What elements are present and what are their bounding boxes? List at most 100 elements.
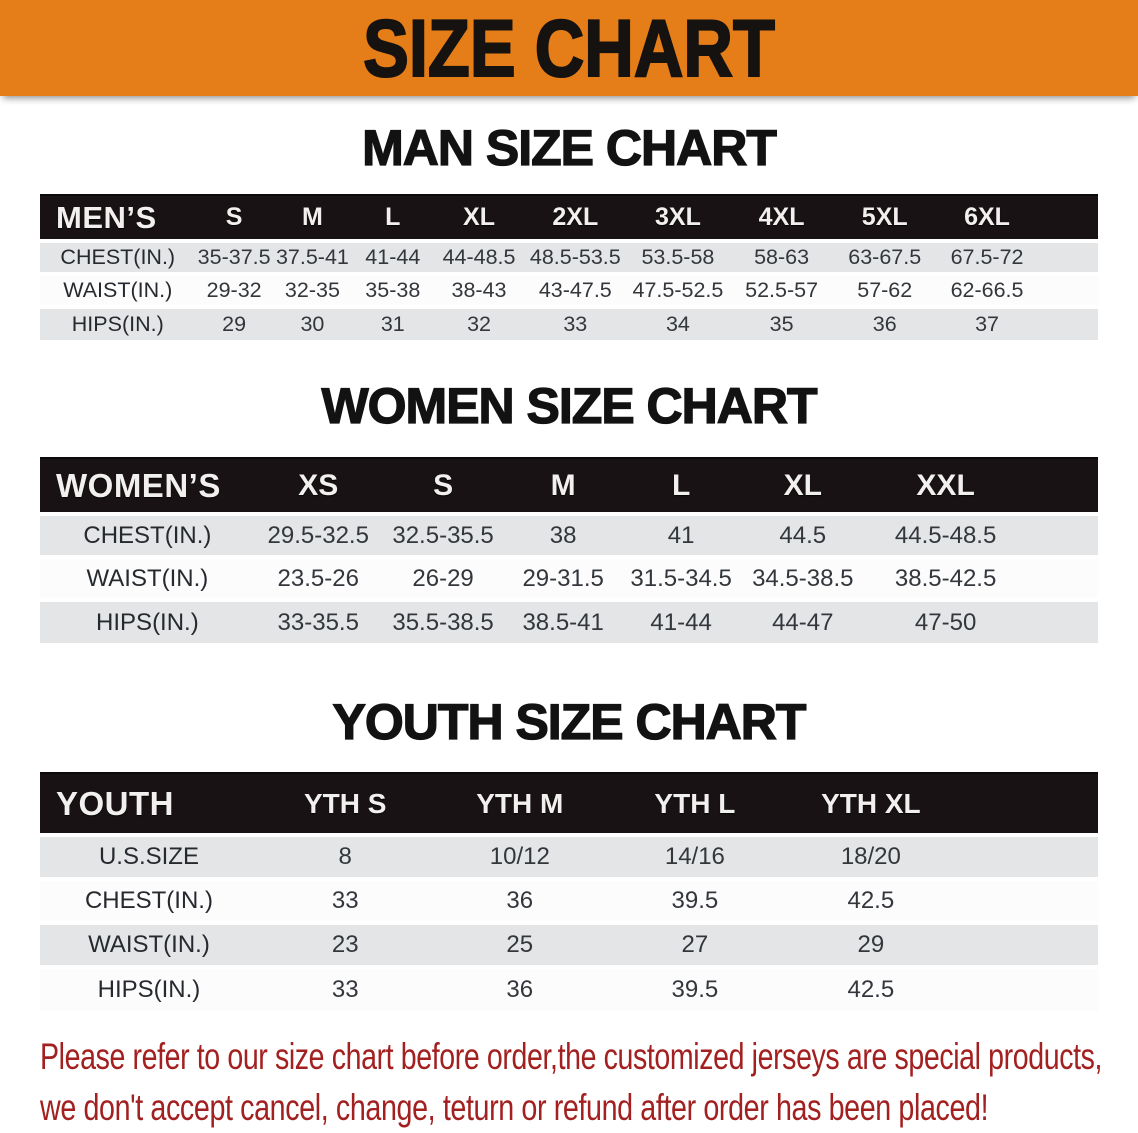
size-value-cell: 14/16 <box>607 833 783 879</box>
size-value-cell: 32 <box>433 305 525 340</box>
disclaimer: Please refer to our size chart before or… <box>40 1031 1102 1133</box>
women-size-section: WOMEN SIZE CHART WOMEN’S XS S M L XL XXL CHEST(… <box>0 378 1138 643</box>
size-value-cell: 32.5-35.5 <box>381 512 505 557</box>
size-column-header: YTH S <box>257 772 433 836</box>
size-value-cell: 36 <box>833 305 937 340</box>
size-value-cell: 29.5-32.5 <box>254 512 382 557</box>
table-corner-label: YOUTH <box>40 772 258 836</box>
size-value-cell: 25 <box>432 921 608 967</box>
man-size-section: MAN SIZE CHART MEN’S S M L XL 2XL 3XL 4XL 5XL 6XL… <box>0 120 1138 340</box>
size-value-cell: 18/20 <box>782 833 1098 879</box>
size-column-header: 2XL <box>524 194 627 242</box>
size-value-cell: 39.5 <box>607 877 783 923</box>
size-value-cell: 36 <box>432 877 608 923</box>
size-table: MEN’S S M L XL 2XL 3XL 4XL 5XL 6XL CHEST(IN.) 35-37… <box>40 194 1098 340</box>
size-column-header: XXL <box>865 457 1098 515</box>
size-value-cell: 30 <box>272 305 353 340</box>
size-value-cell: 41 <box>621 512 741 557</box>
man-size-table-wrap: MEN’S S M L XL 2XL 3XL 4XL 5XL 6XL CHEST(IN.) 35-37… <box>40 194 1098 340</box>
size-value-cell: 52.5-57 <box>729 272 834 307</box>
size-value-cell: 35 <box>729 305 834 340</box>
size-value-cell: 29 <box>195 305 273 340</box>
table-corner-label: WOMEN’S <box>40 457 255 515</box>
row-label: WAIST(IN.) <box>40 272 196 307</box>
row-label: WAIST(IN.) <box>40 555 255 600</box>
table-row: WAIST(IN.) 23.5-26 26-29 29-31.5 31.5-34.5 34… <box>40 555 1098 600</box>
size-column-header: S <box>195 194 273 242</box>
size-column-header: YTH M <box>432 772 608 836</box>
size-column-header: 3XL <box>626 194 730 242</box>
table-row: U.S.SIZE 8 10/12 14/16 18/20 <box>40 833 1098 879</box>
size-column-header: L <box>621 457 741 515</box>
row-label: CHEST(IN.) <box>40 239 196 274</box>
size-value-cell: 34 <box>626 305 730 340</box>
disclaimer-line-2: we don't accept cancel, change, teturn o… <box>40 1087 989 1128</box>
size-value-cell: 23.5-26 <box>254 555 382 600</box>
size-column-header: 6XL <box>936 194 1098 242</box>
size-value-cell: 42.5 <box>782 877 1098 923</box>
size-value-cell: 8 <box>257 833 433 879</box>
size-value-cell: 41-44 <box>352 239 434 274</box>
size-value-cell: 44-48.5 <box>433 239 525 274</box>
size-value-cell: 37.5-41 <box>272 239 353 274</box>
row-label: HIPS(IN.) <box>40 965 258 1011</box>
table-row: HIPS(IN.) 33-35.5 35.5-38.5 38.5-41 41-44 44-… <box>40 598 1098 643</box>
size-value-cell: 33 <box>524 305 627 340</box>
size-value-cell: 44.5 <box>740 512 866 557</box>
row-label: CHEST(IN.) <box>40 512 255 557</box>
women-size-table-wrap: WOMEN’S XS S M L XL XXL CHEST(IN.) 29.5-32.5 32.5… <box>40 457 1098 643</box>
table-row: CHEST(IN.) 29.5-32.5 32.5-35.5 38 41 44.5 44.5… <box>40 512 1098 557</box>
size-value-cell: 23 <box>257 921 433 967</box>
size-value-cell: 67.5-72 <box>936 239 1098 274</box>
size-value-cell: 53.5-58 <box>626 239 730 274</box>
size-value-cell: 38-43 <box>433 272 525 307</box>
size-column-header: XL <box>740 457 866 515</box>
size-value-cell: 33 <box>257 965 433 1011</box>
size-column-header: 5XL <box>833 194 937 242</box>
size-value-cell: 29-31.5 <box>504 555 622 600</box>
size-column-header: XL <box>433 194 525 242</box>
size-value-cell: 44-47 <box>740 598 866 643</box>
size-value-cell: 47-50 <box>865 598 1098 643</box>
size-value-cell: 41-44 <box>621 598 741 643</box>
size-value-cell: 36 <box>432 965 608 1011</box>
table-row: CHEST(IN.) 33 36 39.5 42.5 <box>40 877 1098 923</box>
size-table: WOMEN’S XS S M L XL XXL CHEST(IN.) 29.5-32.5 32.5… <box>40 457 1098 643</box>
size-value-cell: 29 <box>782 921 1098 967</box>
size-value-cell: 38.5-41 <box>504 598 622 643</box>
size-value-cell: 58-63 <box>729 239 834 274</box>
table-corner-label: MEN’S <box>40 194 196 242</box>
size-value-cell: 37 <box>936 305 1098 340</box>
size-value-cell: 31.5-34.5 <box>621 555 741 600</box>
size-value-cell: 10/12 <box>432 833 608 879</box>
table-row: CHEST(IN.) 35-37.5 37.5-41 41-44 44-48.5 48.5… <box>40 239 1098 274</box>
women-size-heading: WOMEN SIZE CHART <box>321 378 818 434</box>
size-value-cell: 48.5-53.5 <box>524 239 627 274</box>
size-value-cell: 38 <box>504 512 622 557</box>
size-column-header: M <box>504 457 622 515</box>
size-value-cell: 26-29 <box>381 555 505 600</box>
size-table: YOUTH YTH S YTH M YTH L YTH XL U.S.SIZE 8 10/12… <box>40 772 1098 1011</box>
size-column-header: L <box>352 194 434 242</box>
row-label: HIPS(IN.) <box>40 598 255 643</box>
size-value-cell: 43-47.5 <box>524 272 627 307</box>
size-chart-banner: SIZE CHART <box>0 0 1138 96</box>
size-value-cell: 44.5-48.5 <box>865 512 1098 557</box>
size-value-cell: 27 <box>607 921 783 967</box>
row-label: CHEST(IN.) <box>40 877 258 923</box>
size-value-cell: 63-67.5 <box>833 239 937 274</box>
size-value-cell: 34.5-38.5 <box>740 555 866 600</box>
size-value-cell: 42.5 <box>782 965 1098 1011</box>
size-value-cell: 35-37.5 <box>195 239 273 274</box>
banner-title: SIZE CHART <box>362 2 776 94</box>
size-column-header: YTH L <box>607 772 783 836</box>
size-value-cell: 47.5-52.5 <box>626 272 730 307</box>
man-size-heading: MAN SIZE CHART <box>361 120 777 176</box>
youth-size-section: YOUTH SIZE CHART YOUTH YTH S YTH M YTH L YTH… <box>0 694 1138 1011</box>
table-row: WAIST(IN.) 23 25 27 29 <box>40 921 1098 967</box>
youth-size-table-wrap: YOUTH YTH S YTH M YTH L YTH XL U.S.SIZE 8 10/12… <box>40 772 1098 1011</box>
disclaimer-line-1: Please refer to our size chart before or… <box>40 1036 1103 1077</box>
row-label: U.S.SIZE <box>40 833 258 879</box>
size-column-header: M <box>272 194 353 242</box>
row-label: WAIST(IN.) <box>40 921 258 967</box>
